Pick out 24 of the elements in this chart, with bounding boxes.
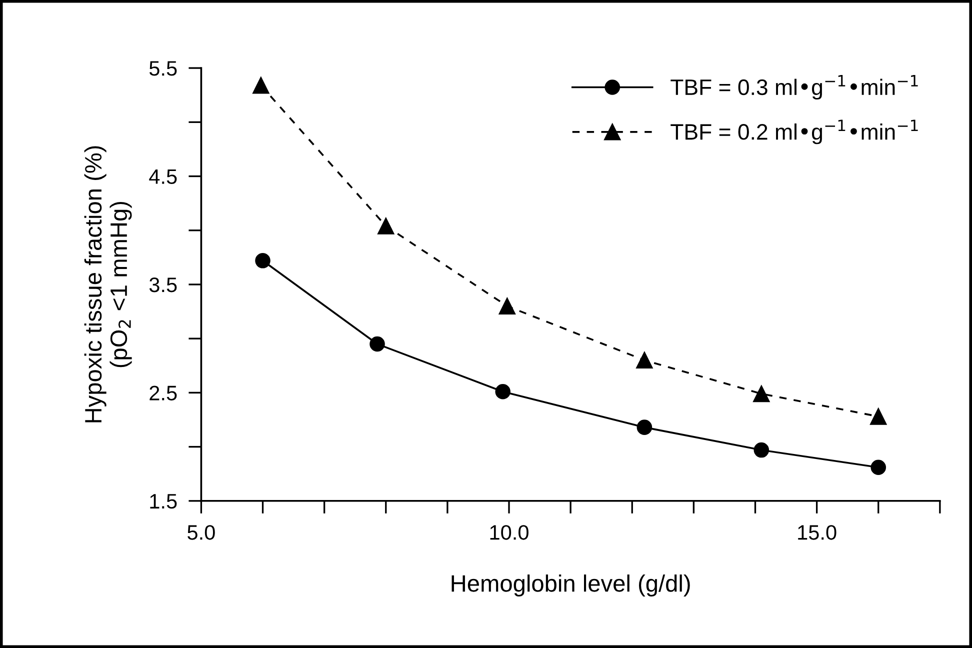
y-tick-label: 3.5 (149, 277, 177, 292)
point (495, 384, 510, 400)
point (252, 77, 270, 94)
point (636, 420, 652, 435)
point (378, 218, 394, 234)
x-tick-label: 15.0 (798, 525, 836, 540)
point (754, 442, 770, 458)
point (636, 352, 653, 369)
point (870, 460, 886, 475)
x-tick-label: 10.0 (490, 525, 528, 540)
point (255, 253, 270, 268)
legend-label: TBF = 0.3 ml•g$^{−1}$•min$^{−1}$ (670, 75, 918, 100)
point (870, 408, 887, 425)
point (498, 298, 516, 314)
legend-label: TBF = 0.2 ml•g$^{−1}$•min$^{−1}$ (670, 120, 918, 144)
y-tick-label: 1.5 (150, 494, 177, 509)
y-tick-label: 2.5 (150, 386, 177, 400)
x-tick-label: 5.0 (188, 525, 215, 540)
y-tick-label: 5.5 (149, 61, 177, 76)
y-axis-title: Hypoxic tissue fraction (%) (pO$_{2}$ <1 mmHg) (84, 146, 132, 422)
y-tick-label: 4.5 (149, 169, 177, 184)
x-axis-title: Hemoglobin level (g/dl) (452, 574, 690, 596)
point (370, 336, 385, 352)
point (753, 385, 770, 402)
